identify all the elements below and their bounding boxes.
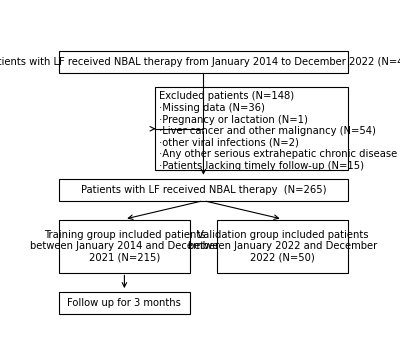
- FancyBboxPatch shape: [59, 51, 348, 74]
- FancyBboxPatch shape: [59, 178, 348, 201]
- Text: Excluded patients (N=148)
·Missing data (N=36)
·Pregnancy or lactation (N=1)
·Li: Excluded patients (N=148) ·Missing data …: [159, 92, 400, 171]
- Text: Follow up for 3 months: Follow up for 3 months: [68, 298, 181, 308]
- FancyBboxPatch shape: [59, 292, 190, 314]
- Text: Patients with LF received NBAL therapy from January 2014 to December 2022 (N=413: Patients with LF received NBAL therapy f…: [0, 57, 400, 67]
- Text: Training group included patients
between January 2014 and December
2021 (N=215): Training group included patients between…: [30, 230, 219, 263]
- FancyBboxPatch shape: [218, 220, 348, 272]
- Text: Patients with LF received NBAL therapy  (N=265): Patients with LF received NBAL therapy (…: [81, 185, 326, 195]
- FancyBboxPatch shape: [155, 87, 348, 170]
- Text: Validation group included patients
between January 2022 and December
2022 (N=50): Validation group included patients betwe…: [188, 230, 377, 263]
- FancyBboxPatch shape: [59, 220, 190, 272]
